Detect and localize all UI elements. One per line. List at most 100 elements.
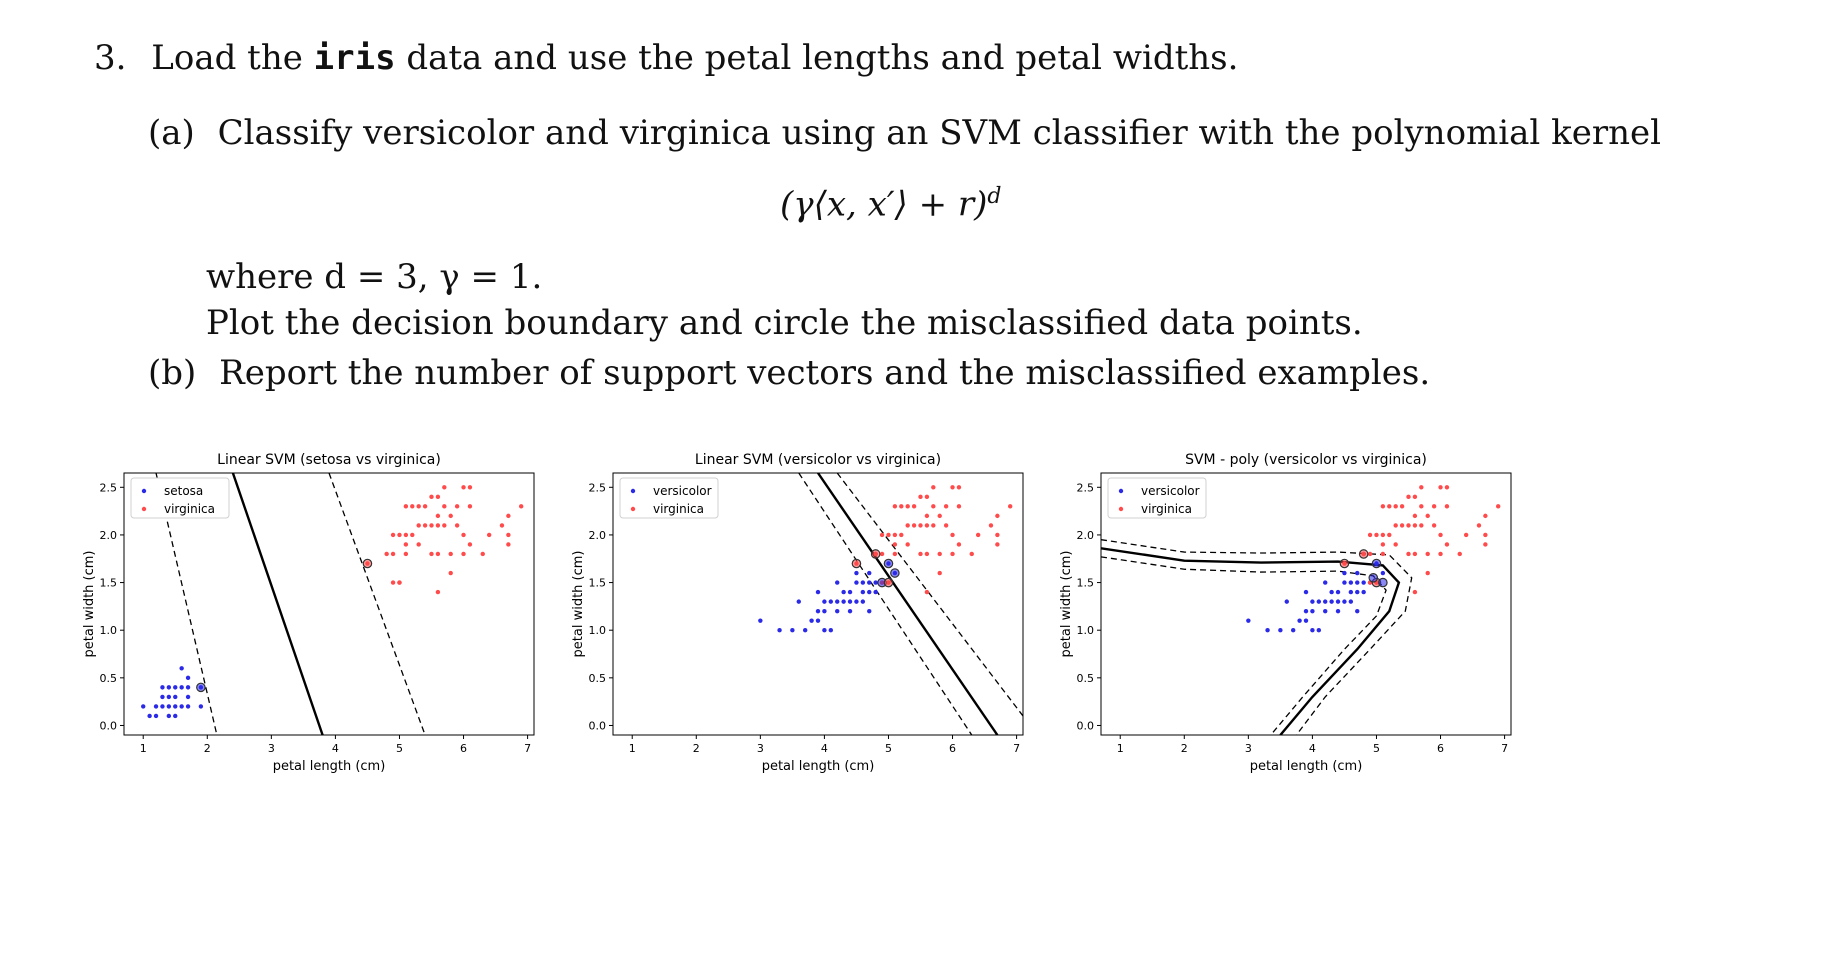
support-vector-marker [883, 577, 894, 588]
virginica-point [1007, 504, 1013, 509]
versicolor-point [790, 628, 795, 633]
plot-area [141, 473, 524, 735]
y-tick-label: 1.5 [589, 577, 607, 590]
setosa-point [166, 713, 172, 719]
part-a-instruction: Plot the decision boundary and circle th… [206, 303, 1363, 343]
versicolor-point [1310, 599, 1315, 604]
setosa-point [173, 704, 178, 709]
support-vector-marker [890, 568, 900, 578]
virginica-point [1438, 532, 1443, 538]
support-vector-marker [362, 558, 373, 569]
setosa-point [147, 713, 152, 719]
x-tick-label: 6 [949, 742, 956, 755]
y-tick-label: 0.0 [589, 719, 607, 732]
part-b-label: (b) [148, 353, 197, 393]
virginica-point [461, 532, 466, 538]
setosa-point [185, 704, 191, 709]
y-tick-label: 2.0 [589, 529, 607, 542]
setosa-point [173, 685, 178, 690]
kernel-formula-exponent: d [987, 184, 1002, 209]
setosa-point [166, 685, 172, 690]
virginica-point [1438, 551, 1443, 557]
virginica-point [461, 485, 466, 490]
versicolor-point [1316, 599, 1322, 604]
virginica-point [416, 542, 421, 547]
virginica-point [956, 504, 962, 509]
virginica-point [1495, 504, 1501, 509]
virginica-point [950, 532, 955, 538]
x-tick-label: 2 [693, 742, 700, 755]
virginica-point [518, 504, 524, 509]
versicolor-point [847, 589, 853, 595]
virginica-point [410, 532, 415, 538]
y-tick-label: 0.5 [589, 672, 607, 685]
chart-title: Linear SVM (setosa vs virginica) [217, 452, 441, 468]
virginica-point [918, 551, 923, 557]
part-a-statement: (a) Classify versicolor and virginica us… [148, 113, 1661, 153]
virginica-point [1412, 494, 1418, 500]
virginica-point [448, 551, 453, 557]
virginica-point [454, 523, 460, 528]
versicolor-point [828, 599, 834, 604]
virginica-point [1425, 551, 1430, 557]
virginica-point [879, 532, 885, 538]
virginica-point [1380, 504, 1386, 509]
virginica-point [410, 504, 415, 509]
setosa-point [153, 704, 159, 709]
virginica-point [1444, 485, 1450, 490]
virginica-point [1406, 551, 1411, 557]
virginica-point [1412, 523, 1418, 528]
legend-label: virginica [1141, 502, 1192, 516]
y-tick-label: 1.0 [100, 624, 118, 637]
versicolor-point [867, 570, 872, 576]
setosa-point [185, 675, 191, 681]
support-vector-marker [1371, 558, 1382, 569]
virginica-point [905, 523, 910, 528]
virginica-point [911, 523, 917, 528]
virginica-point [1425, 513, 1430, 519]
part-a-text: Classify versicolor and virginica using … [217, 113, 1661, 153]
virginica-point [1438, 485, 1443, 490]
virginica-point [480, 551, 485, 557]
margin-line [798, 473, 973, 735]
virginica-point [1425, 570, 1430, 576]
x-tick-label: 3 [757, 742, 764, 755]
virginica-point [1399, 523, 1405, 528]
support-vector-marker [1368, 573, 1379, 583]
x-axis-label: petal length (cm) [273, 759, 386, 774]
virginica-point [918, 523, 923, 528]
virginica-point [1444, 504, 1450, 509]
versicolor-point [841, 589, 846, 595]
setosa-point [179, 685, 184, 690]
versicolor-point [1355, 608, 1360, 614]
virginica-point [506, 542, 511, 547]
virginica-point [995, 542, 1000, 547]
versicolor-point [1290, 628, 1296, 633]
versicolor-point [854, 570, 859, 576]
virginica-point [448, 570, 453, 576]
y-tick-label: 1.5 [100, 577, 118, 590]
legend-marker [141, 506, 147, 512]
versicolor-point [873, 580, 878, 585]
virginica-point [403, 532, 409, 538]
virginica-point [1483, 532, 1488, 538]
virginica-point [924, 494, 930, 500]
virginica-point [969, 551, 974, 557]
x-axis-label: petal length (cm) [762, 759, 875, 774]
virginica-point [1387, 532, 1392, 538]
x-tick-label: 7 [524, 742, 531, 755]
virginica-point [390, 580, 396, 585]
problem-statement: 3. Load the iris data and use the petal … [94, 38, 1238, 78]
y-tick-label: 2.0 [1077, 529, 1095, 542]
virginica-point [950, 551, 955, 557]
y-tick-label: 1.5 [1077, 577, 1095, 590]
legend-marker [630, 488, 636, 494]
virginica-point [435, 589, 441, 595]
setosa-point [179, 666, 184, 671]
virginica-point [1380, 551, 1386, 557]
y-axis-label: petal width (cm) [1059, 551, 1074, 658]
versicolor-point [1348, 589, 1354, 595]
y-tick-label: 0.0 [100, 719, 118, 732]
virginica-point [403, 542, 409, 547]
versicolor-point [867, 608, 872, 614]
